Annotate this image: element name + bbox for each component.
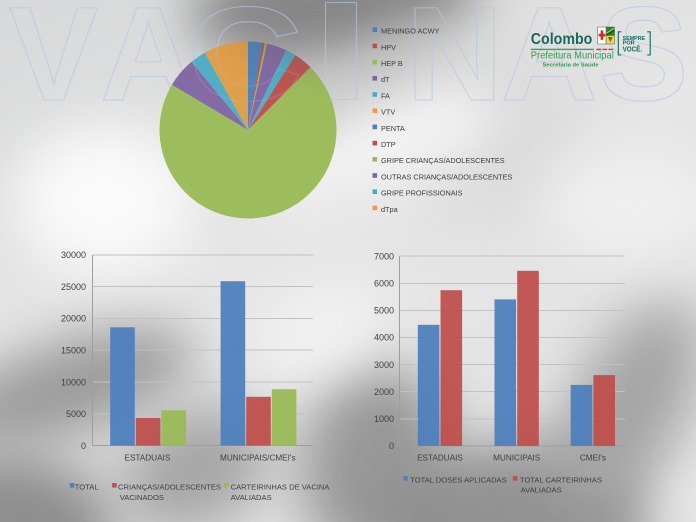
svg-text:CRIANÇAS/ADOLESCENTES: CRIANÇAS/ADOLESCENTES [118, 482, 221, 491]
svg-text:0: 0 [389, 441, 394, 451]
svg-text:SEMPRE: SEMPRE [623, 36, 646, 42]
svg-text:1000: 1000 [374, 414, 394, 424]
svg-text:AVALIADAS: AVALIADAS [231, 493, 272, 502]
svg-text:HPV: HPV [381, 43, 396, 52]
svg-text:5000: 5000 [374, 306, 394, 316]
svg-text:FA: FA [381, 91, 390, 100]
svg-text:25000: 25000 [61, 282, 86, 292]
svg-text:0: 0 [81, 441, 86, 451]
svg-text:2000: 2000 [374, 387, 394, 397]
svg-text:MUNICIPAIS: MUNICIPAIS [493, 454, 541, 463]
svg-text:VOCÊ.: VOCÊ. [623, 44, 643, 53]
svg-text:CMEI's: CMEI's [580, 454, 606, 463]
svg-text:MENINGO ACWY: MENINGO ACWY [381, 27, 440, 36]
svg-text:TOTAL: TOTAL [75, 482, 99, 491]
svg-text:OUTRAS CRIANÇAS/ADOLESCENTES: OUTRAS CRIANÇAS/ADOLESCENTES [381, 172, 513, 181]
svg-text:DTP: DTP [381, 140, 396, 149]
svg-text:ESTADUAIS: ESTADUAIS [124, 454, 170, 463]
svg-text:TOTAL CARTEIRINHAS: TOTAL CARTEIRINHAS [520, 475, 602, 484]
svg-text:AVALIADAS: AVALIADAS [521, 486, 562, 495]
svg-text:GRIPE CRIANÇAS/ADOLESCENTES: GRIPE CRIANÇAS/ADOLESCENTES [381, 156, 505, 165]
svg-text:7000: 7000 [374, 251, 394, 261]
svg-text:N: N [406, 0, 503, 129]
svg-text:POR: POR [623, 41, 635, 47]
svg-text:3000: 3000 [374, 360, 394, 370]
svg-text:dTpa: dTpa [381, 205, 399, 214]
svg-text:S: S [599, 0, 688, 129]
svg-text:VTV: VTV [381, 108, 395, 117]
svg-text:CARTEIRINHAS DE VACINA: CARTEIRINHAS DE VACINA [231, 482, 331, 491]
svg-text:6000: 6000 [374, 279, 394, 289]
svg-text:MUNICIPAIS/CMEI's: MUNICIPAIS/CMEI's [220, 454, 296, 463]
svg-text:20000: 20000 [61, 314, 86, 324]
svg-text:dT: dT [381, 75, 390, 84]
svg-text:Prefeitura Municipal: Prefeitura Municipal [531, 50, 614, 62]
svg-text:Secretaria de Saúde: Secretaria de Saúde [543, 62, 599, 68]
svg-text:GRIPE PROFISSIONAIS: GRIPE PROFISSIONAIS [381, 189, 463, 198]
svg-text:30000: 30000 [61, 250, 86, 260]
svg-text:C: C [187, 0, 303, 129]
svg-text:PENTA: PENTA [381, 124, 405, 133]
svg-text:5000: 5000 [66, 409, 86, 419]
svg-text:ESTADUAIS: ESTADUAIS [417, 454, 463, 463]
svg-text:15000: 15000 [61, 346, 86, 356]
svg-text:Colombo: Colombo [531, 31, 593, 48]
svg-text:10000: 10000 [61, 377, 86, 387]
svg-text:HEP B: HEP B [381, 59, 403, 68]
svg-text:VACINADOS: VACINADOS [120, 493, 164, 502]
svg-text:V: V [9, 0, 98, 129]
svg-text:4000: 4000 [374, 333, 394, 343]
svg-text:A: A [501, 0, 598, 129]
svg-text:TOTAL DOSES APLICADAS: TOTAL DOSES APLICADAS [410, 475, 507, 484]
